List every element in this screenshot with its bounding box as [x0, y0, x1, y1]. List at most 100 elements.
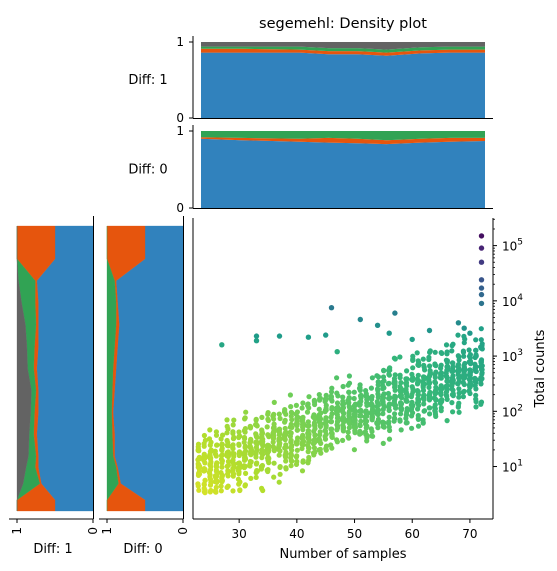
scatter-point: [247, 425, 254, 431]
scatter-point: [358, 407, 364, 413]
scatter-point: [369, 403, 376, 409]
scatter-point: [334, 437, 340, 443]
scatter-point: [432, 404, 438, 410]
scatter-point: [219, 479, 225, 485]
scatter-point: [415, 372, 421, 378]
scatter-point: [363, 409, 369, 416]
scatter-point: [283, 442, 289, 448]
scatter-point: [432, 379, 438, 385]
scatter-point: [334, 400, 341, 406]
scatter-point: [213, 429, 219, 435]
scatter-point: [439, 350, 445, 356]
scatter-point: [369, 417, 375, 423]
x-axis-label: Number of samples: [279, 547, 406, 562]
scatter-point: [444, 396, 450, 402]
scatter-point: [293, 411, 299, 417]
scatter-point: [449, 383, 455, 389]
scatter-point-outlier: [455, 320, 462, 326]
scatter-point: [444, 418, 450, 424]
scatter-point: [473, 337, 479, 343]
scatter-point: [306, 405, 312, 411]
scatter-point: [213, 463, 219, 469]
scatter-point: [207, 476, 214, 482]
scatter-point: [340, 383, 346, 390]
scatter-point: [201, 466, 207, 472]
scatter-point: [208, 455, 214, 461]
scatter-point: [426, 384, 432, 390]
scatter-point: [346, 425, 352, 431]
scatter-point: [230, 429, 236, 435]
scatter-point: [201, 489, 207, 495]
scatter-point: [318, 410, 324, 416]
scatter-point: [293, 461, 300, 467]
scatter-point: [358, 398, 364, 404]
scatter-point: [358, 413, 364, 419]
scatter-point: [243, 470, 249, 476]
scatter-point: [219, 447, 225, 453]
scatter-point: [432, 374, 438, 380]
scatter-point: [218, 483, 224, 489]
scatter-point: [277, 471, 283, 477]
scatter-point: [478, 359, 484, 365]
scatter-point: [460, 389, 466, 395]
scatter-point-outlier: [478, 285, 485, 291]
scatter-point: [207, 427, 213, 433]
scatter-point: [236, 442, 242, 448]
scatter-point: [339, 407, 346, 414]
x-tick-label: 1: [100, 527, 114, 535]
scatter-point: [364, 435, 370, 441]
scatter-point: [218, 488, 224, 494]
scatter-point: [456, 386, 462, 392]
scatter-point: [294, 453, 300, 459]
scatter-point: [467, 370, 473, 376]
scatter-point: [236, 434, 242, 441]
scatter-point: [293, 402, 299, 408]
scatter-point: [276, 426, 283, 432]
scatter-point-outlier: [374, 322, 381, 328]
scatter-point: [363, 425, 369, 431]
scatter-point: [264, 450, 270, 457]
scatter-point: [288, 452, 295, 459]
scatter-point: [375, 387, 381, 393]
y-tick-base: 10: [502, 461, 517, 475]
scatter-point: [230, 422, 236, 428]
scatter-point: [299, 405, 305, 411]
scatter-point: [235, 460, 241, 466]
scatter-point: [444, 378, 451, 384]
scatter-point: [236, 429, 242, 435]
scatter-point: [312, 432, 318, 438]
scatter-point: [432, 349, 438, 355]
scatter-point: [370, 433, 376, 439]
scatter-point: [380, 420, 386, 426]
scatter-point: [473, 392, 479, 398]
scatter-point: [236, 481, 242, 487]
scatter-point-outlier: [253, 338, 260, 344]
scatter-point: [374, 420, 380, 427]
scatter-point: [438, 362, 444, 368]
scatter-point: [410, 357, 416, 363]
scatter-point: [254, 468, 260, 474]
scatter-point: [356, 385, 363, 391]
scatter-point: [473, 396, 479, 402]
scatter-point: [264, 424, 270, 430]
scatter-point: [473, 353, 479, 359]
scatter-point: [385, 381, 391, 387]
scatter-point: [225, 440, 231, 446]
scatter-point: [345, 400, 351, 406]
scatter-point: [450, 360, 456, 366]
scatter-point: [334, 419, 341, 425]
scatter-point: [260, 487, 266, 494]
scatter-point: [427, 389, 433, 395]
scatter-point: [207, 462, 213, 468]
scatter-point-outlier: [426, 327, 433, 334]
scatter-point: [265, 467, 271, 473]
scatter-point: [450, 364, 456, 370]
scatter-point: [391, 355, 397, 361]
scatter-point: [282, 452, 288, 458]
scatter-point: [340, 437, 346, 443]
scatter-point: [335, 414, 341, 420]
scatter-point: [410, 389, 416, 395]
scatter-point: [323, 416, 329, 422]
scatter-point: [375, 374, 382, 380]
